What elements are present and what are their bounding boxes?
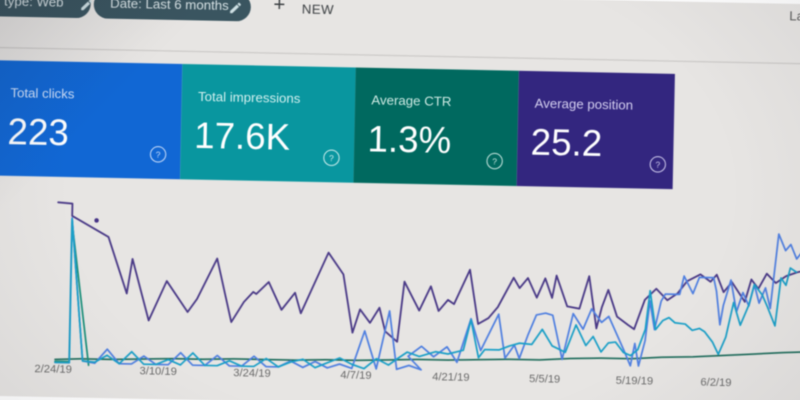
svg-text:?: ?	[492, 156, 497, 166]
svg-text:?: ?	[156, 150, 161, 160]
svg-text:?: ?	[329, 153, 334, 163]
svg-text:?: ?	[655, 160, 660, 170]
